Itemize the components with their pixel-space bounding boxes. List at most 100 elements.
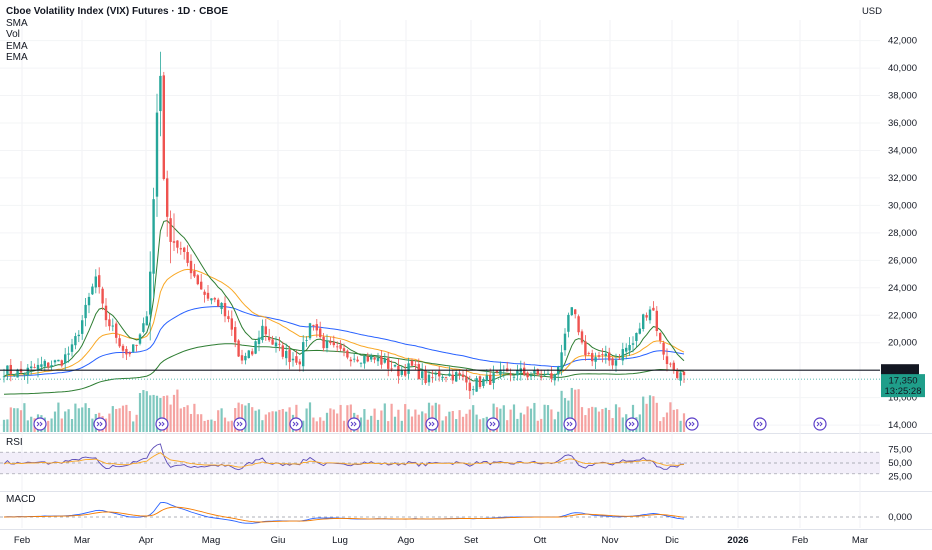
candle-body — [448, 373, 451, 376]
volume-bar — [64, 411, 67, 432]
candle-body — [128, 352, 131, 355]
candle-body — [261, 325, 264, 341]
candle-body — [339, 344, 342, 349]
candle-body — [332, 341, 335, 346]
candle-body — [380, 356, 383, 365]
candle-body — [240, 355, 244, 361]
volume-bar — [393, 416, 397, 432]
volume-bar — [499, 408, 502, 432]
volume-bar — [77, 408, 80, 432]
candle-body — [23, 374, 26, 375]
candle-body — [604, 353, 607, 357]
volume-bar — [611, 418, 614, 432]
volume-bar — [475, 414, 478, 432]
volume-bar — [536, 420, 539, 432]
candle-body — [682, 371, 686, 376]
candle-body — [189, 260, 193, 274]
volume-bar — [648, 395, 652, 432]
macd-label[interactable]: MACD — [6, 494, 36, 505]
legend-ema-2[interactable]: EMA — [6, 52, 28, 63]
legend-ema-1[interactable]: EMA — [6, 40, 28, 52]
candle-body — [172, 241, 176, 243]
volume-bar — [135, 414, 138, 432]
volume-bar — [308, 402, 312, 432]
event-marker-chevron-icon — [350, 421, 357, 427]
candle-body — [533, 370, 536, 373]
candle-body — [322, 336, 325, 349]
volume-bar — [455, 419, 458, 432]
macd-line — [3, 501, 685, 524]
volume-bar — [682, 413, 686, 432]
candle-body — [288, 349, 291, 363]
candle-body — [621, 349, 624, 361]
legend-vol[interactable]: Vol — [6, 29, 20, 40]
candle-body — [159, 75, 162, 112]
symbol-title[interactable]: Cboe Volatility Index (VIX) Futures · 1D… — [6, 6, 229, 17]
candle-body — [608, 352, 611, 361]
candle-body — [227, 316, 230, 320]
price-tick-label: 38,000 — [888, 91, 917, 102]
rsi-label[interactable]: RSI — [6, 437, 23, 448]
x-tick-label: Ott — [534, 535, 547, 546]
volume-bar — [186, 405, 189, 432]
candle-body — [390, 368, 393, 370]
candle-body — [580, 331, 584, 343]
event-marker-icon — [33, 417, 47, 431]
volume-bar — [81, 407, 84, 432]
volume-bar — [584, 415, 587, 432]
volume-bar — [196, 414, 199, 432]
legend-sma[interactable]: SMA — [6, 17, 28, 29]
candle-body — [587, 353, 590, 354]
volume-bar — [193, 403, 196, 432]
x-tick-label: Mar — [74, 535, 90, 546]
candles — [2, 51, 686, 400]
volume-bar — [546, 405, 550, 432]
volume-bar — [159, 398, 162, 432]
candle-body — [230, 318, 233, 330]
candle-body — [179, 248, 182, 250]
candle-body — [563, 333, 567, 351]
candle-body — [485, 375, 488, 382]
volume-bar — [458, 410, 461, 432]
currency-label[interactable]: USD — [861, 6, 882, 17]
event-marker-icon — [289, 417, 303, 431]
volume-bar — [145, 391, 148, 432]
event-marker-icon — [425, 417, 439, 431]
volume-bar — [132, 421, 135, 432]
candle-body — [43, 360, 46, 367]
candle-body — [546, 373, 550, 375]
candle-body — [77, 334, 80, 337]
candle-body — [655, 310, 658, 332]
event-marker-chevron-icon — [566, 421, 573, 427]
candle-body — [638, 328, 641, 334]
price-tick-label: 14,000 — [888, 420, 917, 431]
candle-body — [366, 356, 369, 362]
volume-bar — [400, 420, 403, 432]
countdown-text: 13:25:28 — [885, 386, 922, 397]
candle-body — [278, 343, 281, 345]
volume-bar — [608, 409, 611, 432]
event-marker-chevron-icon — [688, 421, 695, 427]
volume-bar — [53, 411, 57, 432]
event-marker-chevron-icon — [96, 421, 103, 427]
event-marker-chevron-icon — [816, 421, 823, 427]
volume-bar — [676, 409, 679, 432]
candle-body — [458, 372, 461, 375]
candle-body — [98, 275, 101, 288]
price-tick-label: 42,000 — [888, 36, 917, 47]
volume-bar — [281, 408, 284, 432]
candle-body — [138, 334, 142, 344]
volume-bar — [155, 395, 159, 432]
volume-bar — [659, 421, 662, 432]
candle-body — [618, 359, 621, 360]
candle-body — [611, 358, 614, 366]
candle-body — [594, 357, 597, 362]
candle-body — [162, 75, 165, 179]
x-tick-label: Ago — [398, 535, 415, 546]
candle-body — [526, 372, 529, 378]
volume-bar — [315, 421, 318, 432]
volume-bar — [574, 389, 577, 432]
volume-bar — [200, 414, 203, 432]
volume-bar — [655, 402, 658, 432]
